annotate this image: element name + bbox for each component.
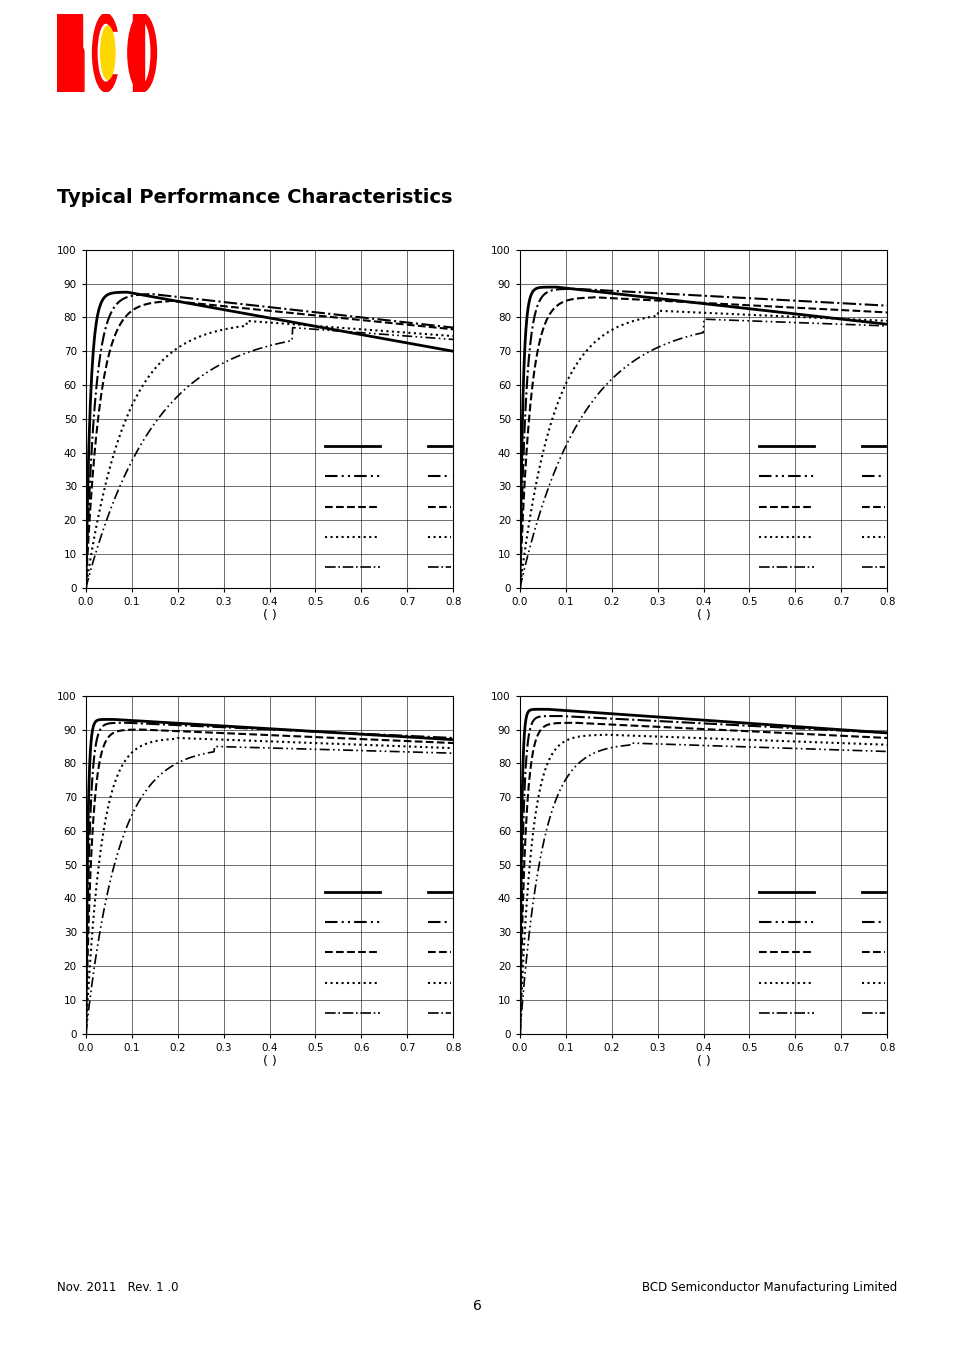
Ellipse shape	[92, 14, 119, 92]
Ellipse shape	[128, 14, 156, 92]
FancyBboxPatch shape	[62, 47, 84, 96]
Bar	[57, 14, 66, 92]
X-axis label: ( ): ( )	[696, 1055, 710, 1069]
Text: Nov. 2011   Rev. 1 .0: Nov. 2011 Rev. 1 .0	[57, 1281, 178, 1294]
FancyBboxPatch shape	[62, 12, 82, 59]
X-axis label: ( ): ( )	[262, 1055, 276, 1069]
Text: 6: 6	[472, 1300, 481, 1313]
X-axis label: ( ): ( )	[262, 609, 276, 623]
Bar	[132, 14, 144, 92]
Bar	[103, 32, 120, 73]
Text: BCD Semiconductor Manufacturing Limited: BCD Semiconductor Manufacturing Limited	[640, 1281, 896, 1294]
Bar	[133, 14, 142, 92]
Ellipse shape	[101, 26, 114, 80]
Ellipse shape	[134, 23, 150, 82]
X-axis label: ( ): ( )	[696, 609, 710, 623]
Text: Typical Performance Characteristics: Typical Performance Characteristics	[57, 188, 453, 208]
Ellipse shape	[98, 24, 113, 81]
